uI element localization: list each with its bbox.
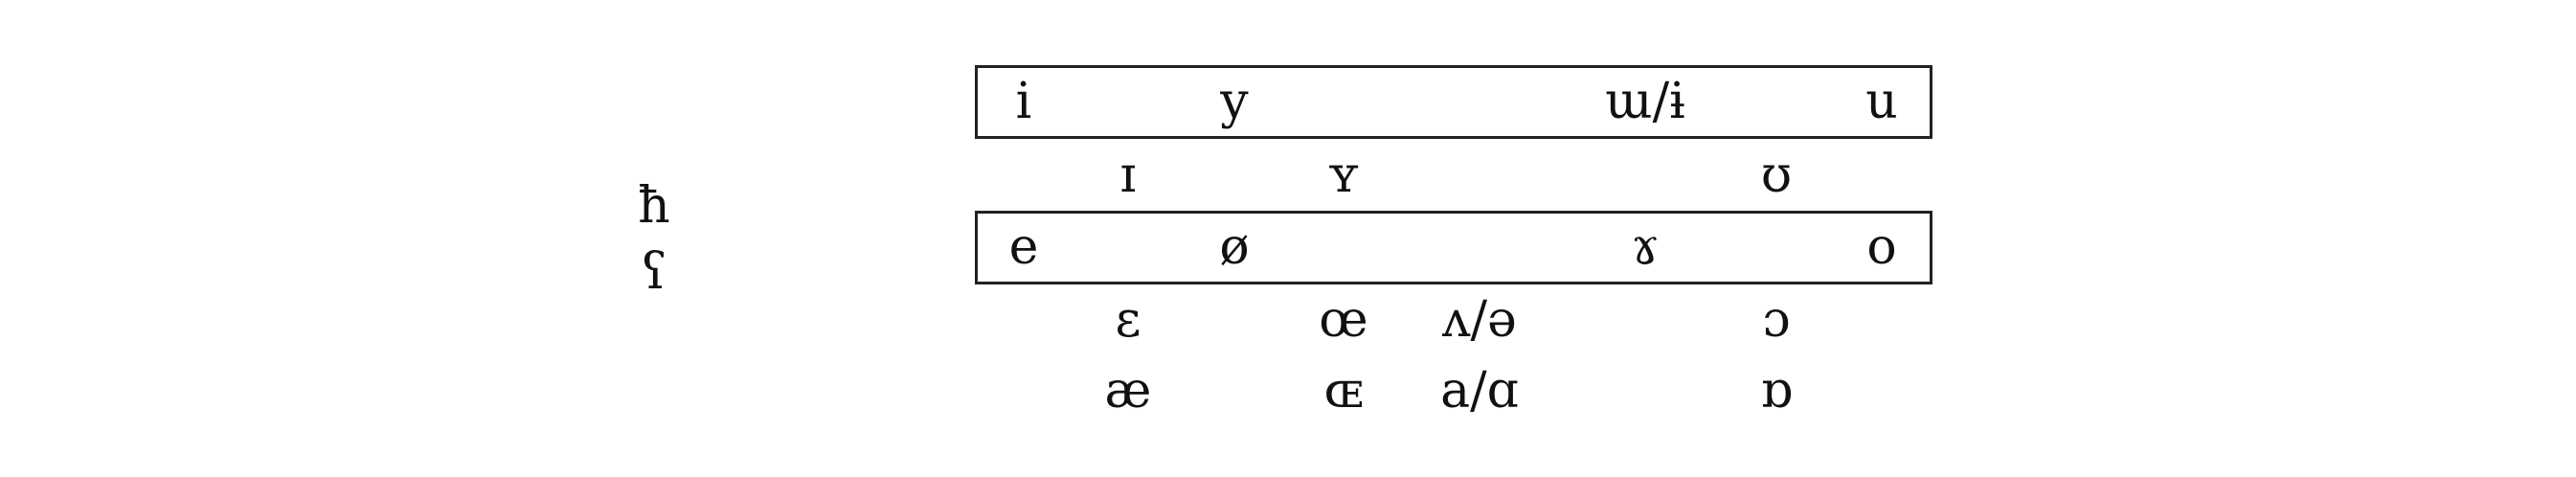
- vowel-open-mid-central: ʌ/ə: [1442, 291, 1517, 349]
- vowel-close-back-unrounded: ɯ/ɨ: [1605, 73, 1685, 130]
- vowel-close-mid-back-rounded: o: [1866, 218, 1897, 276]
- vowel-close-mid-back-unrounded: ɤ: [1631, 218, 1660, 276]
- vowel-open-central: a/ɑ: [1440, 362, 1519, 420]
- vowel-open-mid-front-rounded: œ: [1319, 291, 1368, 349]
- vowel-open-mid-back-rounded: ɔ: [1762, 291, 1791, 349]
- close-mid-row-box: [975, 211, 1932, 284]
- vowel-open-mid-front-unrounded: ɛ: [1115, 291, 1141, 349]
- vowel-close-front-unrounded: i: [1015, 73, 1032, 130]
- close-row-box: [975, 65, 1932, 139]
- pharyngeal-fricative-symbol: ħ: [638, 177, 670, 235]
- vowel-close-back-rounded: u: [1865, 73, 1898, 130]
- vowel-near-close-front-rounded: ʏ: [1326, 147, 1361, 204]
- vowel-open-front-unrounded: æ: [1104, 362, 1152, 420]
- vowel-open-front-rounded: ɶ: [1323, 362, 1364, 420]
- vowel-close-mid-front-unrounded: e: [1008, 218, 1039, 276]
- vowel-near-close-front-unrounded: ɪ: [1119, 147, 1137, 204]
- vowel-open-back-rounded: ɒ: [1760, 362, 1793, 420]
- vowel-near-close-back-rounded: ʊ: [1760, 147, 1793, 204]
- pharyngeal-voiced-symbol: ʕ: [641, 243, 667, 301]
- vowel-close-mid-front-rounded: ø: [1219, 218, 1250, 276]
- vowel-close-front-rounded: y: [1220, 73, 1249, 130]
